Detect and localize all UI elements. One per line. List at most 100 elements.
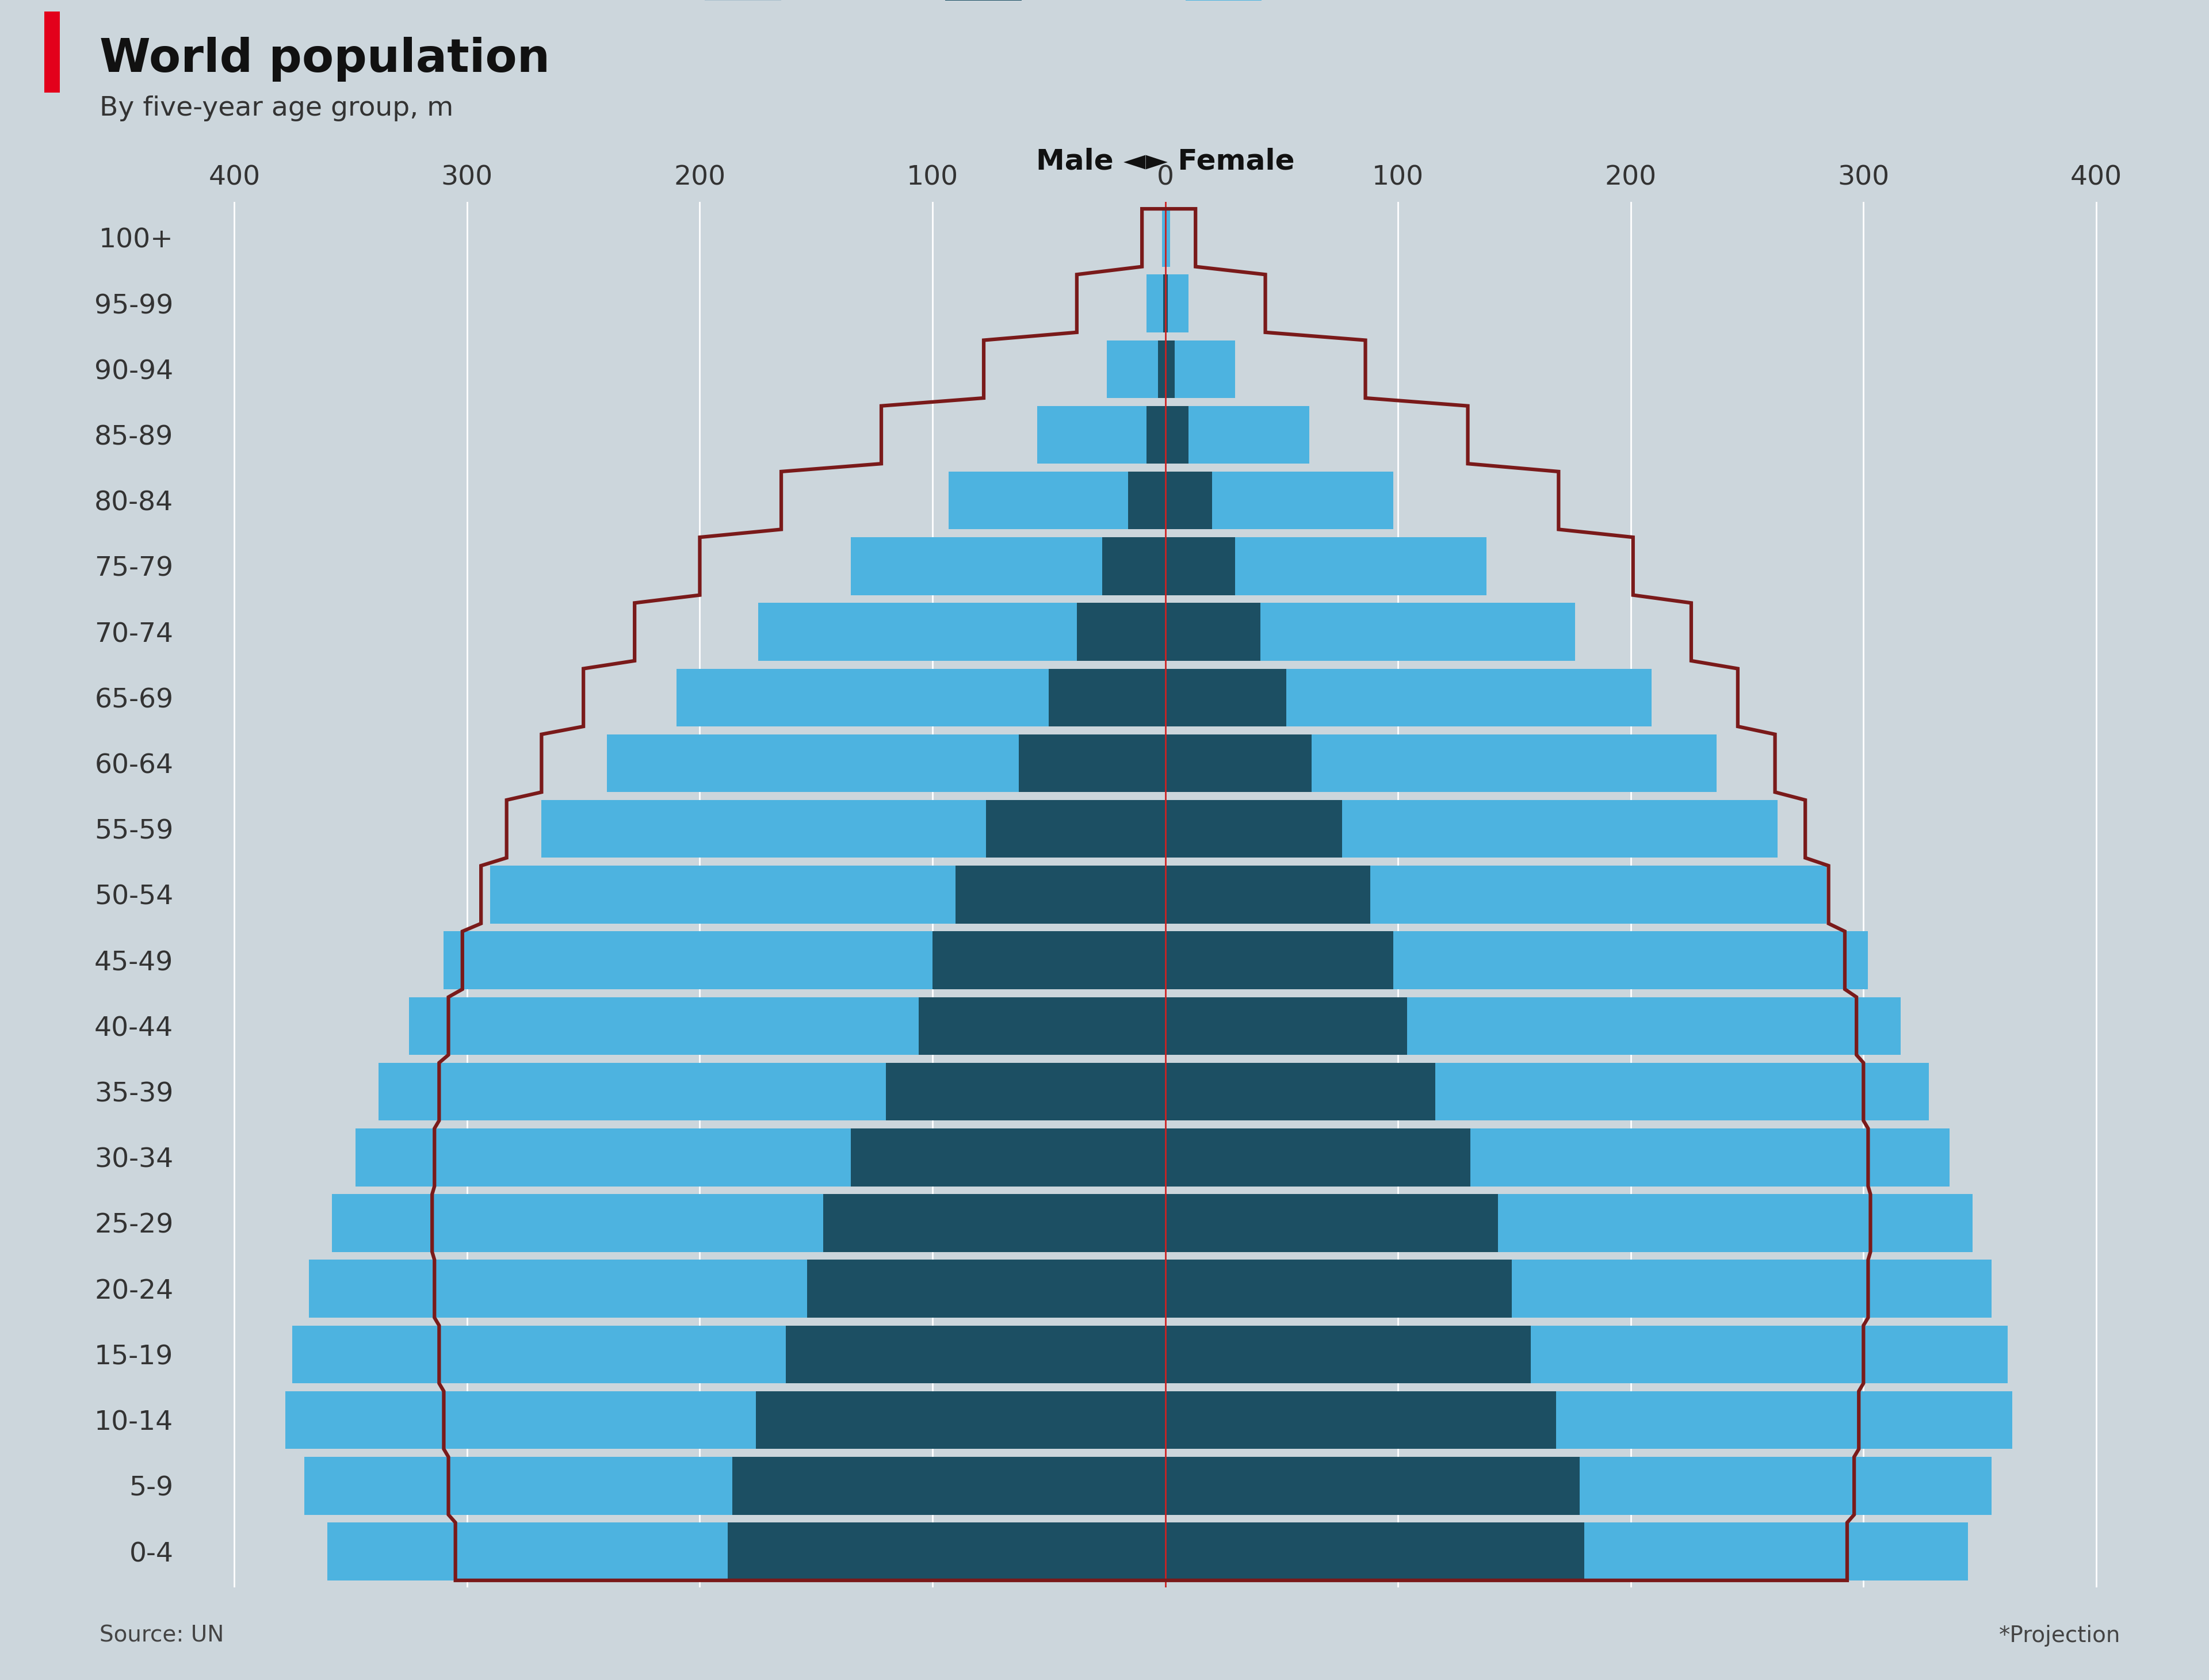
Bar (1166, 538, 1180, 595)
Bar (1021, 1326, 1166, 1383)
Bar (1166, 274, 1188, 333)
Bar (886, 1063, 1166, 1121)
Bar (327, 1522, 1166, 1581)
Bar (1166, 1326, 1531, 1383)
Bar (1166, 1194, 1973, 1252)
Bar (968, 1522, 1166, 1581)
Bar (1018, 734, 1166, 793)
Bar (1131, 734, 1166, 793)
Bar (1166, 1326, 1308, 1383)
Bar (285, 1391, 1166, 1448)
Bar (1166, 472, 1213, 529)
Bar (1166, 1457, 1579, 1515)
Bar (1166, 1260, 1993, 1317)
Bar (1166, 1457, 1993, 1515)
Bar (1166, 996, 1900, 1055)
Bar (1166, 1063, 1436, 1121)
Bar (1129, 472, 1166, 529)
Bar (541, 800, 1166, 858)
Bar (1153, 538, 1166, 595)
Bar (850, 1129, 1166, 1186)
Bar (1166, 996, 1407, 1055)
Bar (758, 603, 1166, 660)
Bar (1166, 603, 1186, 660)
Bar (1166, 1129, 1951, 1186)
Bar (1166, 1326, 2008, 1383)
Bar (1111, 865, 1166, 924)
Bar (1166, 669, 1286, 726)
Bar (1166, 1391, 2012, 1448)
Bar (378, 1063, 1166, 1121)
Bar (409, 996, 1166, 1055)
Bar (1166, 800, 1343, 858)
Bar (1166, 734, 1202, 793)
Bar (824, 1194, 1166, 1252)
Bar (305, 1457, 1166, 1515)
Bar (786, 1326, 1166, 1383)
Bar (1158, 341, 1166, 398)
Bar (356, 1129, 1166, 1186)
Bar (1166, 931, 1869, 990)
Bar (1166, 931, 1230, 990)
Bar (1166, 603, 1575, 660)
Text: By five-year age group, m: By five-year age group, m (99, 96, 453, 121)
Bar (1120, 800, 1166, 858)
Bar (309, 1260, 1166, 1317)
Bar (985, 800, 1166, 858)
Bar (733, 1457, 1166, 1515)
Bar (1166, 274, 1169, 333)
Bar (1007, 1391, 1166, 1448)
Bar (919, 996, 1166, 1055)
Bar (1166, 538, 1235, 595)
Bar (1049, 1194, 1166, 1252)
Bar (1166, 1522, 1584, 1581)
Bar (1166, 734, 1716, 793)
Bar (1166, 407, 1188, 464)
Bar (850, 538, 1166, 595)
Bar (1166, 1457, 1341, 1515)
Bar (1166, 865, 1222, 924)
Text: Male ◄► Female: Male ◄► Female (1036, 148, 1294, 175)
Bar (1158, 472, 1166, 529)
Bar (490, 865, 1166, 924)
Bar (1102, 538, 1166, 595)
Bar (1166, 1260, 1294, 1317)
Bar (1166, 734, 1312, 793)
Bar (1166, 1391, 1555, 1448)
Bar (1038, 407, 1166, 464)
Text: *Projection: *Projection (1999, 1625, 2121, 1646)
Bar (676, 669, 1166, 726)
Bar (607, 734, 1166, 793)
Bar (1166, 1522, 1968, 1581)
Bar (1089, 996, 1166, 1055)
Bar (1166, 1063, 1255, 1121)
Bar (806, 1260, 1166, 1317)
Bar (1166, 996, 1241, 1055)
Text: World population: World population (99, 37, 550, 82)
Bar (1162, 208, 1166, 267)
Bar (1166, 603, 1261, 660)
Bar (1076, 603, 1166, 660)
Bar (1076, 1063, 1166, 1121)
Bar (1166, 1260, 1511, 1317)
Bar (1166, 472, 1175, 529)
Bar (1107, 341, 1166, 398)
Bar (1166, 1522, 1356, 1581)
Bar (932, 931, 1166, 990)
Bar (444, 931, 1166, 990)
Bar (1166, 931, 1394, 990)
Bar (1166, 800, 1213, 858)
Bar (1166, 1063, 1928, 1121)
Bar (1166, 800, 1778, 858)
Bar (1146, 407, 1166, 464)
Bar (1162, 407, 1166, 464)
Bar (1166, 865, 1827, 924)
Bar (1146, 603, 1166, 660)
Bar (1166, 208, 1171, 267)
Bar (1140, 669, 1166, 726)
Bar (1166, 341, 1175, 398)
Text: Source: UN: Source: UN (99, 1625, 223, 1646)
Bar (331, 1194, 1166, 1252)
Bar (1166, 865, 1370, 924)
Bar (1166, 341, 1235, 398)
